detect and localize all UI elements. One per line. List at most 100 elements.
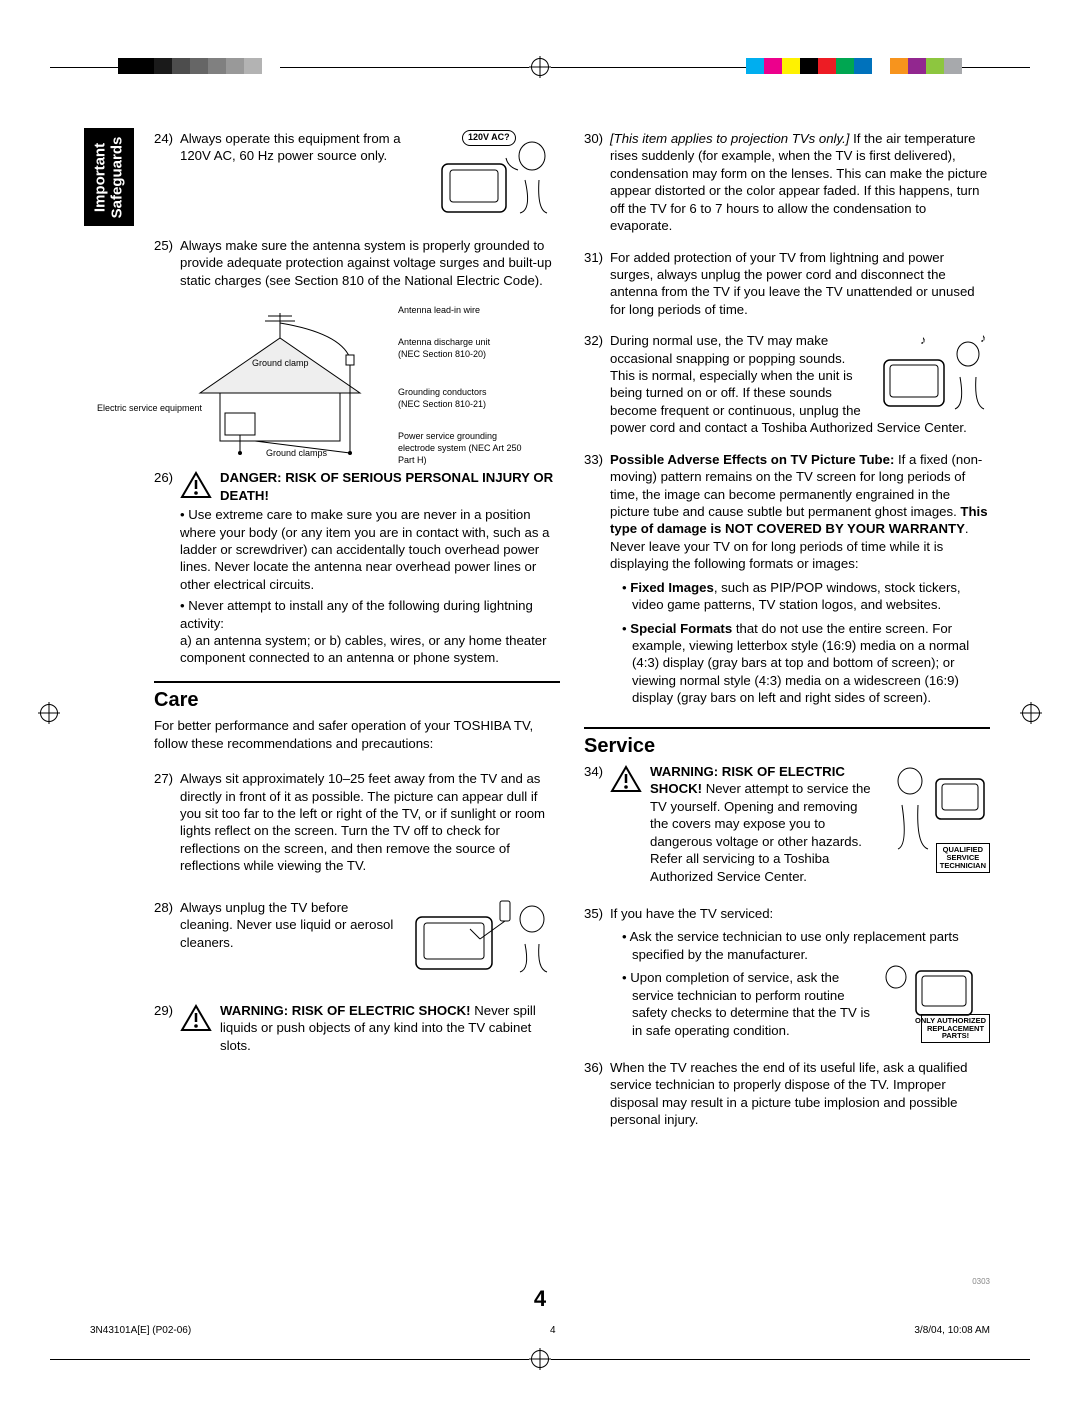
antenna-grounding-diagram: Antenna lead-in wire Antenna discharge u… xyxy=(180,303,540,463)
item-text: Always operate this equipment from a 120… xyxy=(180,131,401,163)
swatch xyxy=(208,58,226,74)
item-text: Always make sure the antenna system is p… xyxy=(180,237,560,289)
crosshair-left xyxy=(38,702,60,724)
item-27: 27) Always sit approximately 10–25 feet … xyxy=(154,770,560,875)
swatch xyxy=(944,58,962,74)
item-25: 25) Always make sure the antenna system … xyxy=(154,237,560,289)
item-number: 24) xyxy=(154,130,180,215)
illustration-120vac: 120V AC? xyxy=(440,130,560,215)
speech-bubble-120vac: 120V AC? xyxy=(462,130,516,146)
swatch xyxy=(890,58,908,74)
swatch xyxy=(926,58,944,74)
diagram-label: Power service groundingelectrode system … xyxy=(398,431,540,467)
swatch xyxy=(118,58,136,74)
registration-row-bottom xyxy=(0,1348,1080,1370)
item-text: Always unplug the TV before cleaning. Ne… xyxy=(180,900,393,950)
item-number: 30) xyxy=(584,130,610,235)
footer-right: 3/8/04, 10:08 AM xyxy=(914,1325,990,1336)
item-number: 34) xyxy=(584,763,610,885)
swatch xyxy=(800,58,818,74)
swatch xyxy=(872,58,890,74)
item-26: 26) DANGER: RISK OF SERIOUS PERSONAL INJ… xyxy=(154,469,560,667)
item-34: 34) xyxy=(584,763,990,885)
left-column: 24) 120V AC? Always operate thi xyxy=(154,130,560,1306)
swatch xyxy=(818,58,836,74)
svg-text:♪: ♪ xyxy=(980,332,986,345)
swatch xyxy=(764,58,782,74)
service-heading: Service xyxy=(584,733,990,759)
section-rule xyxy=(154,681,560,683)
item-36: 36) When the TV reaches the end of its u… xyxy=(584,1059,990,1129)
item-lead: If you have the TV serviced: xyxy=(610,906,773,921)
swatch xyxy=(190,58,208,74)
diagram-label: Antenna discharge unit(NEC Section 810-2… xyxy=(398,337,490,361)
swatch xyxy=(226,58,244,74)
right-column: 30) [This item applies to projection TVs… xyxy=(584,130,990,1306)
item-text: • Use extreme care to make sure you are … xyxy=(180,506,560,593)
item-text: a) an antenna system; or b) cables, wire… xyxy=(180,632,560,667)
item-33: 33) Possible Adverse Effects on TV Pictu… xyxy=(584,451,990,713)
tab-line-1: Important xyxy=(92,142,109,211)
item-number: 36) xyxy=(584,1059,610,1129)
svg-text:♪: ♪ xyxy=(920,333,926,347)
section-rule xyxy=(584,727,990,729)
crosshair-top xyxy=(529,56,551,78)
item-bold-lead: Possible Adverse Effects on TV Picture T… xyxy=(610,452,894,467)
item-35: 35) If you have the TV serviced: Ask the… xyxy=(584,905,990,1045)
crosshair-right xyxy=(1020,702,1042,724)
diagram-label: Ground clamp xyxy=(252,358,309,370)
diagram-label: Antenna lead-in wire xyxy=(398,305,480,317)
item-number: 32) xyxy=(584,332,610,437)
bullet-special-formats: Special Formats that do not use the enti… xyxy=(622,620,990,707)
crosshair-bottom xyxy=(529,1348,551,1370)
danger-heading: DANGER: RISK OF SERIOUS PERSONAL INJURY … xyxy=(220,470,553,502)
illustration-cleaning xyxy=(410,899,560,974)
swatch xyxy=(854,58,872,74)
item-number: 33) xyxy=(584,451,610,713)
item-text: For added protection of your TV from lig… xyxy=(610,249,990,319)
bullet: ONLY AUTHORIZEDREPLACEMENTPARTS! Upon co… xyxy=(622,969,990,1039)
authorized-parts-badge: ONLY AUTHORIZEDREPLACEMENTPARTS! xyxy=(921,1014,990,1044)
page-number: 4 xyxy=(90,1286,990,1312)
swatch xyxy=(908,58,926,74)
swatch xyxy=(262,58,280,74)
warning-heading: WARNING: RISK OF ELECTRIC SHOCK! xyxy=(220,1003,471,1018)
grayscale-swatches xyxy=(118,58,280,74)
item-number: 25) xyxy=(154,237,180,289)
item-number: 27) xyxy=(154,770,180,875)
swatch xyxy=(782,58,800,74)
warning-icon xyxy=(180,471,212,499)
bullet-fixed-images: Fixed Images, such as PIP/POP windows, s… xyxy=(622,579,990,614)
swatch xyxy=(136,58,154,74)
item-number: 26) xyxy=(154,469,180,667)
item-number: 31) xyxy=(584,249,610,319)
item-number: 28) xyxy=(154,899,180,974)
item-text: When the TV reaches the end of its usefu… xyxy=(610,1059,990,1129)
diagram-label: Ground clamps xyxy=(266,448,327,460)
item-32: 32) ♪ ♪ During normal use, the xyxy=(584,332,990,437)
care-heading: Care xyxy=(154,687,560,713)
footer-meta: 3N43101A[E] (P02-06) 4 3/8/04, 10:08 AM xyxy=(90,1325,990,1336)
swatch xyxy=(836,58,854,74)
illustration-parts: ONLY AUTHORIZEDREPLACEMENTPARTS! xyxy=(890,963,990,1043)
swatch xyxy=(154,58,172,74)
warning-icon xyxy=(610,765,642,793)
tab-line-2: Safeguards xyxy=(108,136,125,218)
item-number: 29) xyxy=(154,1002,180,1054)
illustration-technician: QUALIFIEDSERVICETECHNICIAN xyxy=(880,763,990,873)
warning-icon xyxy=(180,1004,212,1032)
item-29: 29) WARNING: RISK OF ELECTRIC SHOCK! Nev… xyxy=(154,1002,560,1054)
item-number: 35) xyxy=(584,905,610,1045)
swatch xyxy=(244,58,262,74)
diagram-label: Grounding conductors(NEC Section 810-21) xyxy=(398,387,487,411)
page-content: Important Safeguards 24) xyxy=(90,130,990,1306)
item-24: 24) 120V AC? Always operate thi xyxy=(154,130,560,215)
section-tab: Important Safeguards xyxy=(84,128,134,226)
item-31: 31) For added protection of your TV from… xyxy=(584,249,990,319)
item-text: Always sit approximately 10–25 feet away… xyxy=(180,770,560,875)
illustration-popping: ♪ ♪ xyxy=(880,332,990,412)
item-28: 28) Always un xyxy=(154,899,560,974)
item-text: Never attempt to service the TV yourself… xyxy=(650,781,871,883)
care-intro: For better performance and safer operati… xyxy=(154,717,560,752)
swatch xyxy=(172,58,190,74)
